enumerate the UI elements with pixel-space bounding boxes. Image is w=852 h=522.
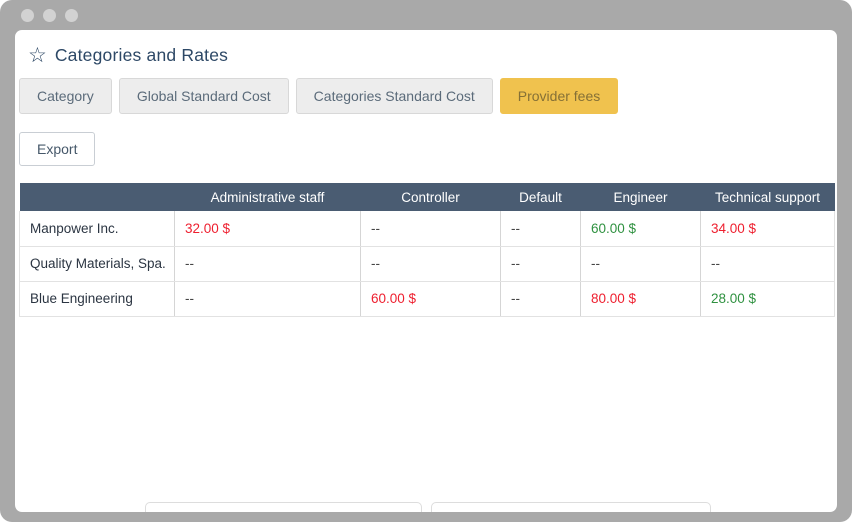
window-control-dot-2[interactable] — [43, 8, 56, 22]
column-header-controller: Controller — [360, 183, 501, 211]
provider-name-cell: Quality Materials, Spa. — [19, 246, 175, 282]
table-header-row: Administrative staff Controller Default … — [19, 183, 835, 211]
fee-cell[interactable]: 28.00 $ — [700, 281, 835, 317]
fee-cell[interactable]: 60.00 $ — [580, 211, 701, 247]
column-header-provider — [19, 183, 175, 211]
fee-cell[interactable]: -- — [174, 246, 361, 282]
table-body: Manpower Inc. 32.00 $ -- -- 60.00 $34.00 $ Qu… — [19, 211, 835, 317]
fee-cell[interactable]: 32.00 $ — [174, 211, 361, 247]
tab-bar: Category Global Standard Cost Categories… — [19, 78, 834, 114]
favorite-star-icon[interactable]: ☆ — [28, 43, 47, 67]
fee-cell[interactable]: -- — [700, 246, 835, 282]
toolbar: Export — [19, 132, 834, 166]
fee-cell[interactable]: -- — [500, 211, 581, 247]
fee-cell[interactable]: 80.00 $ — [580, 281, 701, 317]
column-header-default: Default — [500, 183, 581, 211]
fee-cell[interactable]: -- — [360, 211, 501, 247]
tab-global-standard-cost[interactable]: Global Standard Cost — [118, 78, 289, 114]
table-row: Blue Engineering -- 60.00 $ -- 80.00 $28.00 … — [19, 281, 835, 317]
bottom-peek-box-1 — [145, 502, 422, 512]
window-titlebar — [0, 0, 852, 30]
page-title-row: ☆ Categories and Rates — [28, 45, 834, 66]
fee-cell[interactable]: -- — [500, 281, 581, 317]
fee-cell[interactable]: -- — [360, 246, 501, 282]
table-row: Manpower Inc. 32.00 $ -- -- 60.00 $34.00 $ — [19, 211, 835, 247]
column-header-technical-support: Technical support — [700, 183, 835, 211]
page-title: Categories and Rates — [54, 45, 229, 65]
column-header-administrative-staff: Administrative staff — [174, 183, 361, 211]
fee-cell[interactable]: 60.00 $ — [360, 281, 501, 317]
provider-name-cell: Manpower Inc. — [19, 211, 175, 247]
provider-name-cell: Blue Engineering — [19, 281, 175, 317]
tab-provider-fees[interactable]: Provider fees — [499, 78, 619, 114]
fee-cell[interactable]: -- — [174, 281, 361, 317]
column-header-engineer: Engineer — [580, 183, 701, 211]
fee-cell[interactable]: 34.00 $ — [700, 211, 835, 247]
table-row: Quality Materials, Spa. -- -- -- -- -- — [19, 246, 835, 282]
tab-categories-standard-cost[interactable]: Categories Standard Cost — [295, 78, 493, 114]
tab-category[interactable]: Category — [19, 78, 112, 114]
fee-cell[interactable]: -- — [580, 246, 701, 282]
window-control-dot-1[interactable] — [21, 8, 34, 22]
fee-cell[interactable]: -- — [500, 246, 581, 282]
bottom-peek-box-2 — [431, 502, 711, 512]
main-panel: ☆ Categories and Rates Category Global S… — [15, 30, 837, 512]
window-control-dot-3[interactable] — [65, 8, 78, 22]
export-button[interactable]: Export — [19, 132, 96, 166]
provider-fees-table: Administrative staff Controller Default … — [19, 183, 835, 317]
